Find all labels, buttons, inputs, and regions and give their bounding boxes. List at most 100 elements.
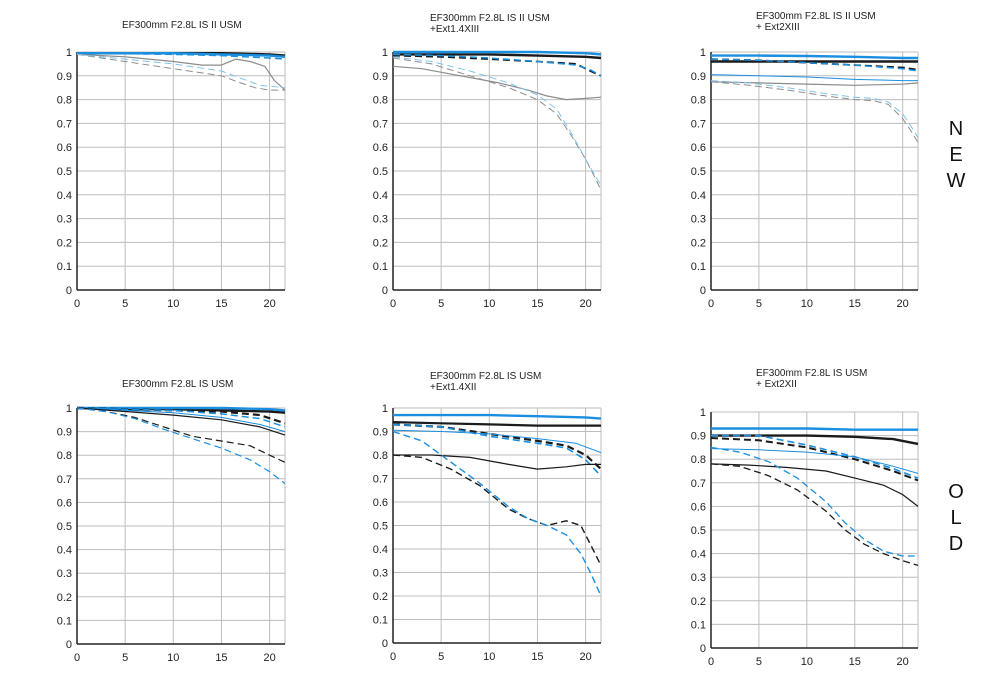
x-tick-label: 10 (801, 298, 813, 310)
x-tick-label: 0 (708, 656, 714, 668)
x-tick-label: 15 (215, 298, 227, 310)
x-tick-label: 5 (122, 298, 128, 310)
y-tick-label: 0.2 (691, 237, 706, 249)
chart-title: +Ext1.4XIII (430, 24, 479, 35)
x-tick-label: 15 (215, 652, 227, 664)
chart-title: +Ext1.4XII (430, 382, 476, 393)
mtf-series-line (393, 53, 602, 60)
y-tick-label: 0.4 (57, 545, 72, 557)
y-tick-label: 0.1 (691, 619, 706, 631)
mtf-chart-2: EF300mm F2.8L IS II USM+Ext1.4XIII 0 0.1 0.… (373, 13, 602, 310)
y-tick-label: 0.2 (57, 592, 72, 604)
old-label-letter-3: D (948, 533, 964, 555)
mtf-series-line (711, 434, 919, 479)
mtf-series-line (392, 423, 602, 477)
y-tick-label: 0.1 (57, 261, 72, 273)
x-tick-label: 0 (390, 651, 396, 663)
mtf-series-line (710, 463, 919, 567)
chart-title: EF300mm F2.8L IS USM (756, 368, 867, 379)
mtf-series-line (76, 53, 285, 91)
old-label-letter-1: O (948, 481, 964, 503)
y-tick-label: 0.3 (373, 568, 388, 580)
chart-title: EF300mm F2.8L IS II USM (756, 11, 876, 22)
mtf-series-line (392, 421, 601, 427)
y-tick-label: 0.8 (691, 454, 706, 466)
y-tick-label: 0 (700, 643, 706, 655)
y-tick-label: 0.3 (691, 572, 706, 584)
x-tick-label: 20 (579, 298, 591, 310)
mtf-series-line (393, 50, 602, 56)
x-tick-label: 15 (531, 651, 543, 663)
x-tick-label: 20 (263, 652, 275, 664)
y-tick-label: 0.3 (57, 214, 72, 226)
x-tick-label: 20 (897, 298, 909, 310)
y-tick-label: 0.1 (691, 261, 706, 273)
mtf-series-line (710, 81, 919, 86)
x-tick-label: 5 (438, 298, 444, 310)
y-tick-label: 0.1 (373, 615, 388, 627)
mtf-series-line (711, 54, 918, 60)
mtf-series-line (76, 407, 286, 436)
y-tick-label: 1 (66, 403, 72, 415)
y-tick-label: 0.9 (691, 431, 706, 443)
y-tick-label: 0.2 (691, 596, 706, 608)
y-tick-label: 0 (66, 639, 72, 651)
y-tick-label: 0.6 (373, 497, 388, 509)
mtf-series-line (710, 463, 919, 507)
x-tick-label: 15 (531, 298, 543, 310)
y-tick-label: 0.5 (691, 166, 706, 178)
y-tick-label: 0.5 (57, 521, 72, 533)
x-tick-label: 0 (708, 298, 714, 310)
x-tick-label: 5 (438, 651, 444, 663)
y-tick-label: 0.7 (57, 474, 72, 486)
x-tick-label: 0 (74, 298, 80, 310)
y-tick-label: 0.3 (373, 214, 388, 226)
mtf-series-line (710, 74, 918, 82)
x-tick-label: 10 (801, 656, 813, 668)
x-tick-label: 5 (756, 656, 762, 668)
mtf-series-line (393, 413, 602, 420)
y-tick-label: 0.8 (373, 95, 388, 107)
x-tick-label: 20 (897, 656, 909, 668)
y-tick-label: 0.4 (691, 190, 706, 202)
chart-title: + Ext2XIII (756, 22, 800, 33)
x-tick-label: 5 (756, 298, 762, 310)
y-tick-label: 0.5 (57, 166, 72, 178)
y-tick-label: 0.9 (373, 427, 388, 439)
y-tick-label: 0.4 (373, 544, 388, 556)
mtf-chart-6: EF300mm F2.8L IS USM+ Ext2XII 0 0.1 0.2 0.3 0… (691, 368, 919, 668)
mtf-series-line (392, 56, 602, 186)
y-tick-label: 0 (700, 285, 706, 297)
y-tick-label: 0.9 (373, 71, 388, 83)
y-tick-label: 0.6 (691, 501, 706, 513)
mtf-series-line (392, 57, 602, 191)
y-tick-label: 0.8 (57, 95, 72, 107)
y-tick-label: 0.8 (691, 95, 706, 107)
mtf-chart-3: EF300mm F2.8L IS II USM+ Ext2XIII 0 0.1 0.2… (691, 11, 919, 310)
x-tick-label: 0 (390, 298, 396, 310)
mtf-series-line (392, 65, 602, 101)
mtf-series-line (77, 406, 286, 412)
mtf-series-line (711, 427, 918, 431)
y-tick-label: 1 (66, 47, 72, 59)
y-tick-label: 0.7 (691, 478, 706, 490)
mtf-series-line (710, 446, 918, 557)
mtf-series-line (710, 58, 919, 72)
y-tick-label: 1 (700, 47, 706, 59)
y-tick-label: 0 (66, 285, 72, 297)
mtf-chart-4: EF300mm F2.8L IS USM 0 0.1 0.2 0.3 0.4 0.5 0.6 0… (57, 379, 286, 664)
mtf-series-line (76, 406, 286, 425)
y-tick-label: 0.3 (57, 568, 72, 580)
mtf-series-line (392, 429, 602, 454)
y-tick-label: 0.9 (57, 427, 72, 439)
y-tick-label: 0.7 (373, 118, 388, 130)
y-tick-label: 0.2 (57, 237, 72, 249)
y-tick-label: 0.4 (57, 190, 72, 202)
x-tick-label: 15 (849, 298, 861, 310)
chart-title: EF300mm F2.8L IS USM (430, 371, 541, 382)
mtf-series-line (76, 53, 286, 91)
y-tick-label: 0.6 (57, 497, 72, 509)
x-tick-label: 0 (74, 652, 80, 664)
mtf-series-line (710, 80, 919, 138)
